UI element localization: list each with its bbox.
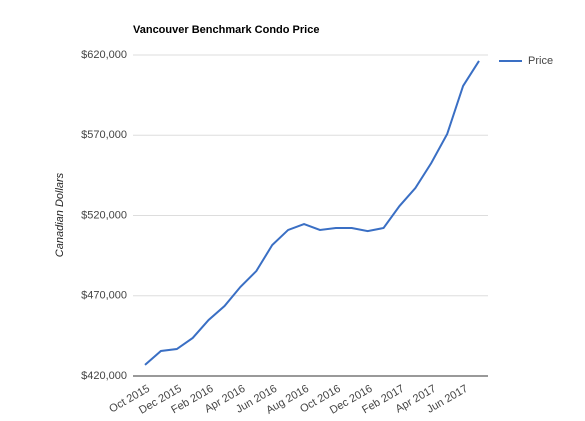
y-tick-label: $420,000 xyxy=(81,370,127,382)
legend-label: Price xyxy=(528,55,553,67)
y-tick-label: $620,000 xyxy=(81,49,127,61)
y-tick-label: $470,000 xyxy=(81,290,127,302)
y-axis-title: Canadian Dollars xyxy=(54,172,66,257)
y-tick-label: $520,000 xyxy=(81,209,127,221)
line xyxy=(144,60,480,366)
chart-title: Vancouver Benchmark Condo Price xyxy=(133,24,319,36)
y-tick-label: $570,000 xyxy=(81,129,127,141)
